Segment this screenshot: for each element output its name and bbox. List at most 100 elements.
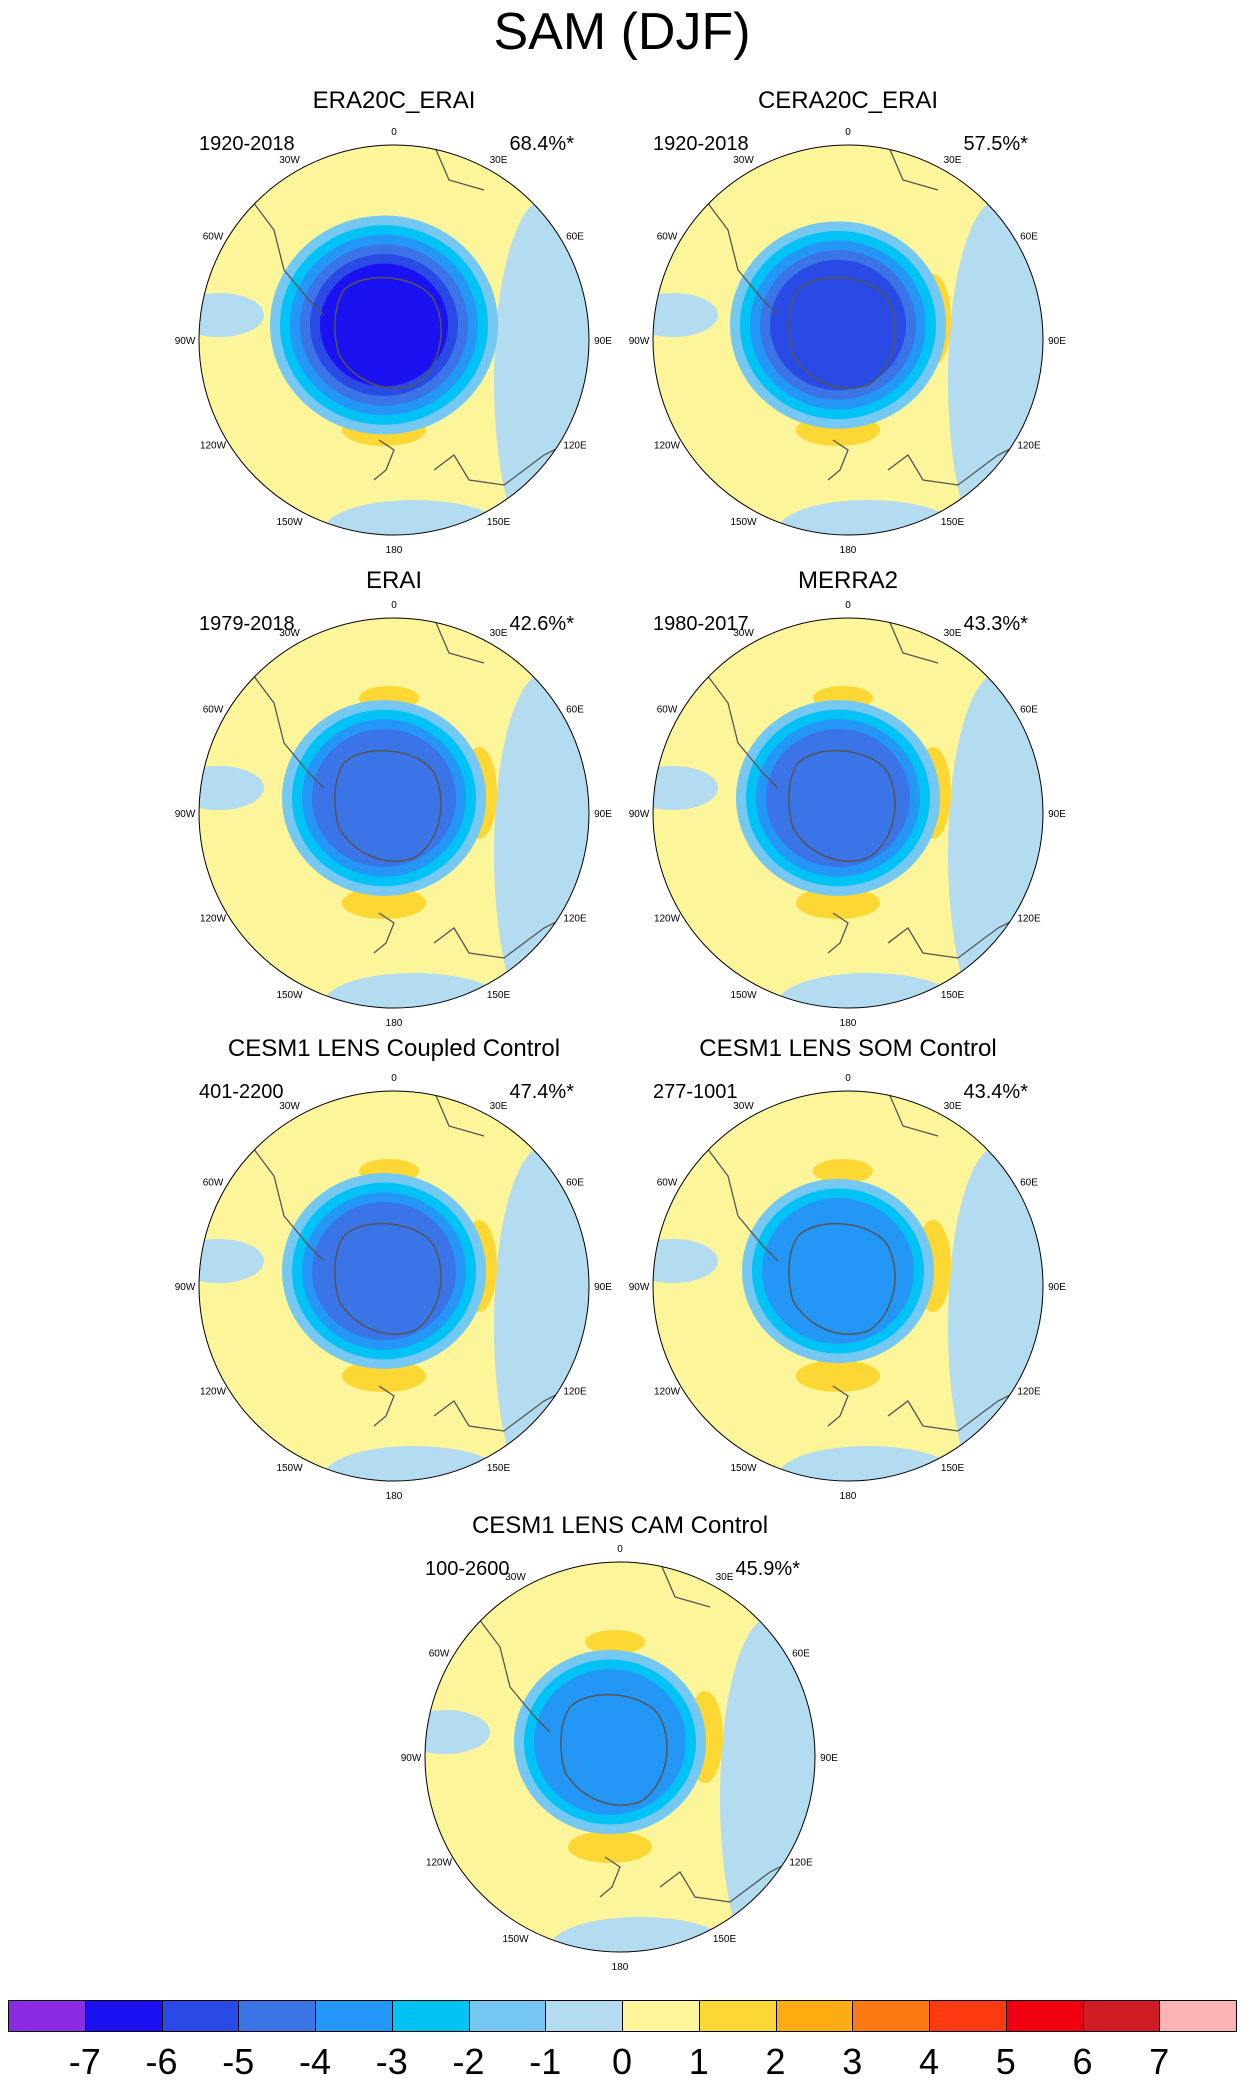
negative-patch-south [778,500,958,535]
longitude-label: 60E [1020,705,1038,716]
colorbar-cell [391,2000,470,2032]
variance-label: 47.4%* [510,1081,575,1103]
positive-blob-south [342,887,426,919]
longitude-label: 150E [487,990,511,1001]
longitude-label: 30W [279,1101,300,1112]
new-zealand-coastline [827,912,849,954]
colorbar-tick-label: 4 [918,2041,940,2082]
longitude-label: 120W [654,914,681,925]
map-border [198,617,590,1009]
map-border [198,144,590,536]
new-zealand-coastline [599,1856,621,1898]
negative-contour [312,1201,456,1341]
colorbar-cell [8,2000,86,2032]
variance-label: 43.3%* [964,613,1029,635]
new-zealand-coastline [827,439,849,481]
longitude-label: 90E [594,1282,612,1293]
longitude-label: 150E [487,1463,511,1474]
period-label: 401-2200 [199,1081,284,1103]
africa-coastline [659,1562,711,1608]
colorbar-cell [238,2000,316,2032]
anomaly-field [653,618,1043,1008]
colorbar-cell [161,2000,240,2032]
negative-patch-east [494,200,589,535]
colorbar-cell [622,2000,700,2032]
negative-patch-west [199,293,264,337]
longitude-label: 120W [200,1387,227,1398]
longitude-label: 150W [730,517,757,528]
map-border [424,1561,816,1953]
longitude-label: 90W [175,1282,196,1293]
negative-patch-south [324,500,504,535]
south-america-coastline [697,189,779,316]
longitude-label: 150E [713,1934,737,1945]
colorbar-cell [1005,2000,1084,2032]
anomaly-field [199,1091,589,1481]
negative-patch-west [653,1239,718,1283]
longitude-label: 180 [840,545,857,556]
longitude-label: 60E [566,705,584,716]
australia-coastline [433,439,575,486]
colorbar-tick-label: -3 [375,2041,408,2082]
panel-title: CERA20C_ERAI [758,87,938,114]
longitude-label: 60W [203,1178,224,1189]
longitude-label: 120W [426,1858,453,1869]
south-america-coastline [697,662,779,789]
longitude-label: 0 [391,600,397,611]
australia-coastline [433,912,575,959]
longitude-label: 90E [594,336,612,347]
longitude-label: 120E [563,914,587,925]
longitude-label: 0 [391,1073,397,1084]
longitude-label: 60E [566,1178,584,1189]
anomaly-field [653,145,1043,535]
colorbar-tick-label: 5 [995,2041,1016,2082]
longitude-label: 0 [845,600,851,611]
panel-title: CESM1 LENS SOM Control [699,1035,996,1062]
longitude-label: 60E [1020,232,1038,243]
colorbar-cell [468,2000,547,2032]
period-label: 1979-2018 [199,613,295,635]
longitude-label: 60W [657,232,678,243]
longitude-label: 60W [657,1178,678,1189]
sam-polar-maps: 0 30E 60E 90E 120E 150E 180 150W 120W 90W 60W 30W ER… [175,87,1067,1973]
australia-coastline [887,439,1029,486]
negative-patch-east [494,1146,589,1481]
colorbar-tick-label: 2 [765,2041,786,2082]
colorbar-tick-label: 7 [1149,2041,1170,2082]
map-panel: 0 30E 60E 90E 120E 150E 180 150W 120W 90W 60W 30W ER… [175,567,613,1029]
longitude-label: 120W [200,441,227,452]
longitude-label: 120E [1017,1387,1041,1398]
south-america-coastline [469,1606,551,1733]
antarctica-coastline [560,1694,668,1806]
longitude-label: 150E [941,1463,965,1474]
anomaly-field [199,618,589,1008]
longitude-label: 90W [401,1753,422,1764]
south-america-coastline [243,662,325,789]
negative-patch-south [550,1917,730,1952]
period-label: 277-1001 [653,1081,738,1103]
longitude-label: 120E [563,441,587,452]
variance-label: 42.6%* [510,613,575,635]
negative-patch-east [494,673,589,1008]
colorbar-cell [545,2000,623,2032]
longitude-label: 60E [1020,1178,1038,1189]
colorbar-tick-label: -6 [145,2041,178,2082]
longitude-label: 150E [487,517,511,528]
colorbar-cell [315,2000,393,2032]
colorbar-cell [84,2000,163,2032]
longitude-label: 90E [820,1753,838,1764]
anomaly-field [653,1091,1043,1481]
longitude-label: 60W [657,705,678,716]
longitude-label: 90W [175,336,196,347]
map-panel: 0 30E 60E 90E 120E 150E 180 150W 120W 90W 60W 30W ER… [175,87,613,556]
antarctica-coastline [334,750,442,862]
antarctica-coastline [788,750,896,862]
map-border [652,144,1044,536]
longitude-label: 120W [654,441,681,452]
longitude-label: 0 [617,1544,623,1555]
negative-contour [534,1669,686,1815]
variance-label: 57.5%* [964,133,1029,155]
variance-label: 68.4%* [510,133,575,155]
longitude-label: 30E [716,1572,734,1583]
longitude-label: 60W [203,705,224,716]
